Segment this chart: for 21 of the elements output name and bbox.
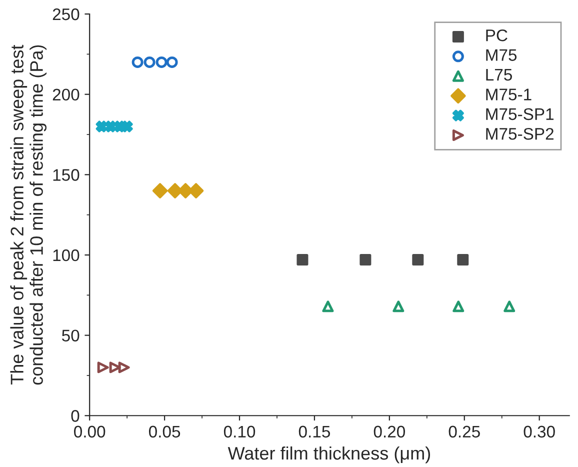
y-tick-label: 100 — [53, 249, 80, 262]
legend-label: M75-1 — [486, 88, 532, 100]
x-tick-label: 0.00 — [74, 426, 106, 438]
y-axis-title: The value of peak 2 from strain sweep test conducted after 10 min of resting time (Pa) — [10, 44, 47, 385]
legend-label: M75-SP1 — [486, 108, 554, 120]
y-tick-label: 150 — [53, 169, 80, 181]
y-tick-label: 50 — [62, 330, 80, 342]
y-tick-label: 250 — [52, 8, 80, 20]
x-tick-label: 0.15 — [298, 426, 330, 438]
legend-label: L75 — [486, 69, 512, 81]
x-axis-title: Water film thickness (μm) — [228, 446, 430, 464]
y-tick-label: 200 — [52, 88, 80, 101]
legend-label: PC — [486, 29, 508, 42]
x-tick-label: 0.30 — [524, 426, 555, 438]
x-tick-label: 0.05 — [148, 426, 180, 438]
x-tick-label: 0.25 — [448, 426, 480, 438]
legend-label: M75-SP2 — [486, 128, 554, 140]
x-tick-label: 0.10 — [224, 426, 256, 438]
y-tick-label: 0 — [71, 410, 80, 422]
x-tick-label: 0.20 — [374, 426, 405, 438]
legend-label: M75 — [486, 49, 517, 61]
